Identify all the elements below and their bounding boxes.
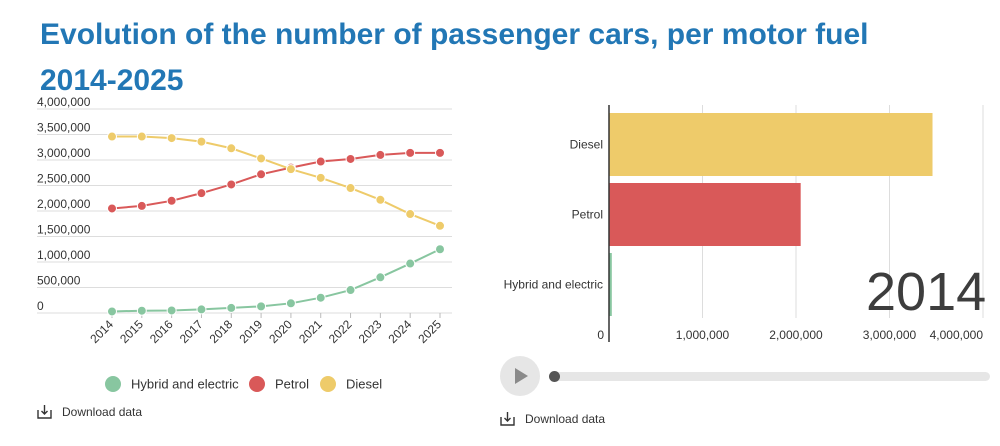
data-point (345, 183, 356, 194)
y-tick-label: 2,000,000 (37, 197, 91, 211)
data-point (166, 195, 177, 206)
legend-swatch (105, 376, 121, 392)
data-point (226, 143, 237, 154)
data-point (196, 304, 207, 315)
data-point (405, 209, 416, 220)
download-icon (37, 405, 52, 419)
data-point (285, 298, 296, 309)
data-point (375, 272, 386, 283)
timeline-slider-track[interactable] (552, 372, 990, 381)
data-point (136, 131, 147, 142)
data-point (166, 133, 177, 144)
data-point (345, 153, 356, 164)
data-point (256, 153, 267, 164)
y-tick-label: 3,000,000 (37, 146, 91, 160)
data-point (166, 305, 177, 316)
data-point (405, 147, 416, 158)
x-tick-label: 1,000,000 (676, 328, 730, 342)
timeline-slider-handle[interactable] (549, 371, 560, 382)
y-tick-label: 1,500,000 (37, 223, 91, 237)
y-tick-label: 1,000,000 (37, 248, 91, 262)
data-point (196, 188, 207, 199)
data-point (256, 301, 267, 312)
data-point (405, 258, 416, 269)
category-label: Petrol (572, 208, 603, 222)
data-point (375, 194, 386, 205)
data-point (136, 305, 147, 316)
play-button[interactable] (500, 356, 540, 396)
data-point (285, 164, 296, 175)
x-tick-label: 3,000,000 (863, 328, 917, 342)
data-point (375, 149, 386, 160)
data-point (435, 244, 445, 255)
data-point (107, 306, 117, 317)
legend-label: Petrol (275, 377, 309, 392)
data-point (107, 131, 117, 142)
bar-petrol (609, 183, 801, 246)
y-tick-label: 3,500,000 (37, 121, 91, 135)
download-data-label: Download data (62, 404, 143, 419)
legend-label: Diesel (346, 377, 382, 392)
data-point (435, 147, 445, 158)
y-tick-label: 2,500,000 (37, 172, 91, 186)
legend-swatch (249, 376, 265, 392)
download-icon (500, 412, 515, 426)
data-point (226, 179, 237, 190)
data-point (315, 172, 326, 183)
x-tick-label: 4,000,000 (930, 328, 984, 342)
y-tick-label: 500,000 (37, 274, 81, 288)
data-point (256, 169, 267, 180)
x-tick-label: 0 (597, 328, 604, 342)
data-point (315, 156, 326, 167)
x-tick-label: 2,000,000 (769, 328, 823, 342)
legend-swatch (320, 376, 336, 392)
legend-label: Hybrid and electric (131, 377, 239, 392)
play-icon (515, 368, 528, 384)
data-point (136, 200, 147, 211)
category-label: Hybrid and electric (504, 278, 603, 292)
download-data-label: Download data (525, 411, 606, 426)
data-point (196, 136, 207, 147)
data-point (107, 203, 117, 214)
data-point (226, 302, 237, 313)
download-data-link-right[interactable]: Download data (500, 411, 605, 426)
bar-diesel (609, 113, 933, 176)
download-data-link-left[interactable]: Download data (37, 404, 142, 419)
data-point (315, 292, 326, 303)
data-point (345, 285, 356, 296)
data-point (435, 220, 445, 231)
y-tick-label: 0 (37, 299, 44, 313)
page-title: Evolution of the number of passenger car… (40, 18, 869, 97)
category-label: Diesel (570, 138, 603, 152)
y-tick-label: 4,000,000 (37, 95, 91, 109)
current-year-label: 2014 (866, 262, 987, 322)
bar-hybrid-and-electric (609, 253, 612, 316)
